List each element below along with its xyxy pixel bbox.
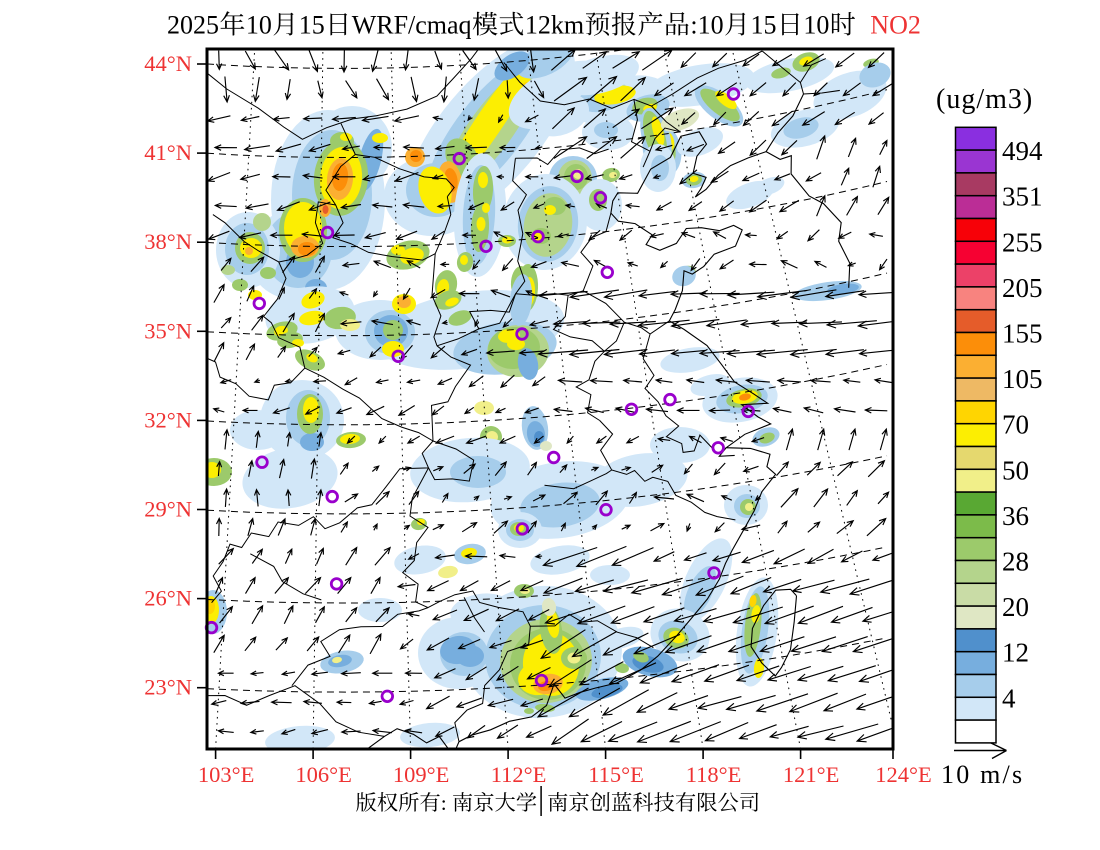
svg-text:106°E: 106°E [295,762,352,787]
svg-text:35°N: 35°N [144,318,192,343]
svg-text:20: 20 [1002,592,1029,622]
svg-text:118°E: 118°E [686,762,742,787]
svg-text:NO2: NO2 [870,11,921,40]
svg-text:12km: 12km [525,11,584,40]
svg-text:115°E: 115°E [588,762,644,787]
svg-text:23°N: 23°N [144,675,192,700]
svg-text:28: 28 [1002,547,1029,577]
svg-text:4: 4 [1002,683,1016,713]
svg-text:29°N: 29°N [144,497,192,522]
svg-text:36: 36 [1002,501,1029,531]
svg-text:44°N: 44°N [144,51,192,76]
svg-text:121°E: 121°E [783,762,840,787]
svg-text:26°N: 26°N [144,586,192,611]
svg-text:351: 351 [1002,182,1043,212]
svg-text:38°N: 38°N [144,229,192,254]
svg-text:41°N: 41°N [144,140,192,165]
svg-text::: : [441,791,452,815]
svg-text:10 m/s: 10 m/s [941,760,1024,789]
svg-text:70: 70 [1002,410,1029,440]
svg-text:494: 494 [1002,136,1043,166]
svg-text:15: 15 [299,11,325,40]
svg-text:103°E: 103°E [198,762,255,787]
svg-text:(ug/m3): (ug/m3) [936,84,1033,115]
svg-text:WRF/cmaq: WRF/cmaq [352,11,472,40]
svg-text:50: 50 [1002,455,1029,485]
svg-text:10: 10 [246,11,272,40]
svg-text:112°E: 112°E [491,762,547,787]
svg-text:109°E: 109°E [393,762,450,787]
svg-text:10: 10 [803,11,829,40]
svg-text:205: 205 [1002,273,1043,303]
svg-text::10: :10 [690,11,723,40]
svg-text:32°N: 32°N [144,407,192,432]
svg-text:155: 155 [1002,319,1043,349]
svg-text:255: 255 [1002,227,1043,257]
svg-text:124°E: 124°E [875,762,932,787]
svg-text:15: 15 [751,11,777,40]
svg-text:12: 12 [1002,638,1029,668]
svg-text:105: 105 [1002,364,1043,394]
svg-text:2025: 2025 [167,11,219,40]
